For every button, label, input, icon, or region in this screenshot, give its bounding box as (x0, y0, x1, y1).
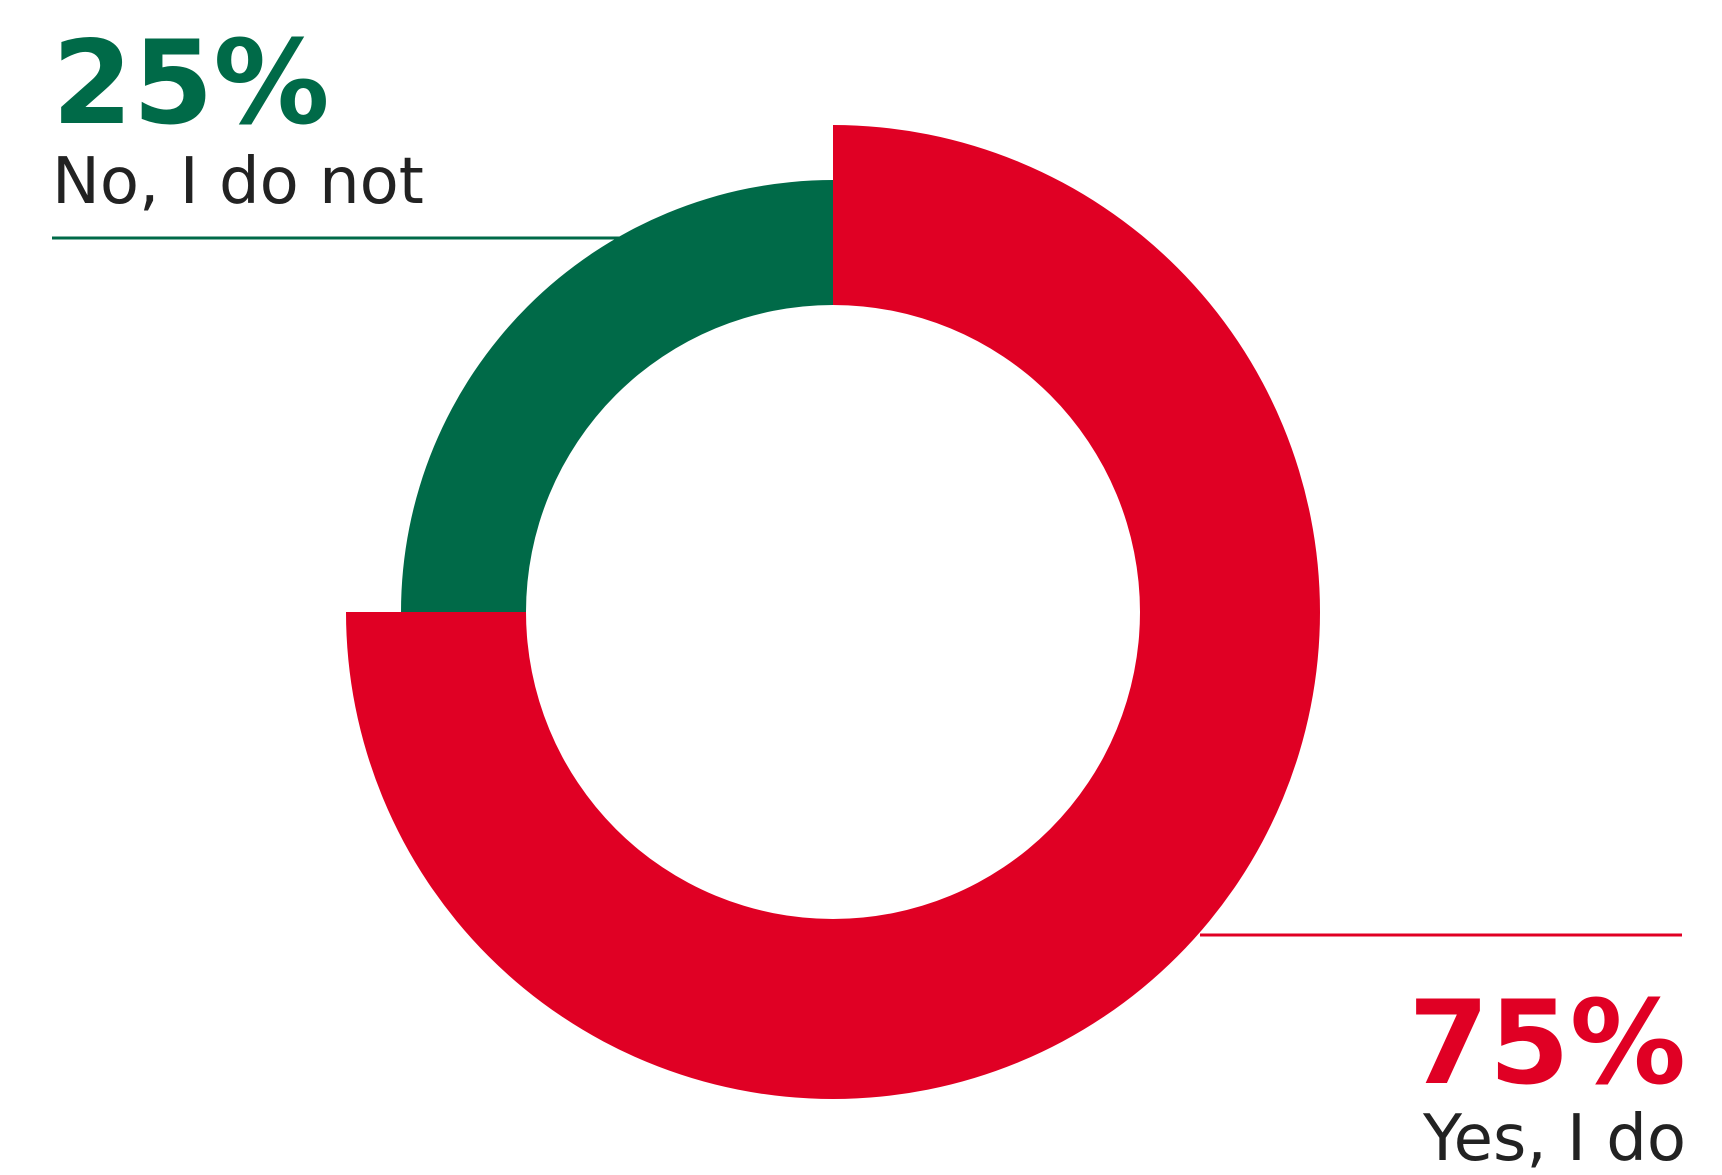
slices-layer (346, 125, 1320, 1099)
data-label-yes-text: Yes, I do (1422, 1102, 1686, 1175)
donut-slice-no-i-do-not (401, 180, 833, 612)
data-label-no-text: No, I do not (52, 145, 424, 219)
data-label-yes-percent: 75% (1408, 976, 1686, 1111)
donut-slice-yes-i-do (346, 125, 1320, 1099)
data-label-no-percent: 25% (52, 16, 330, 151)
